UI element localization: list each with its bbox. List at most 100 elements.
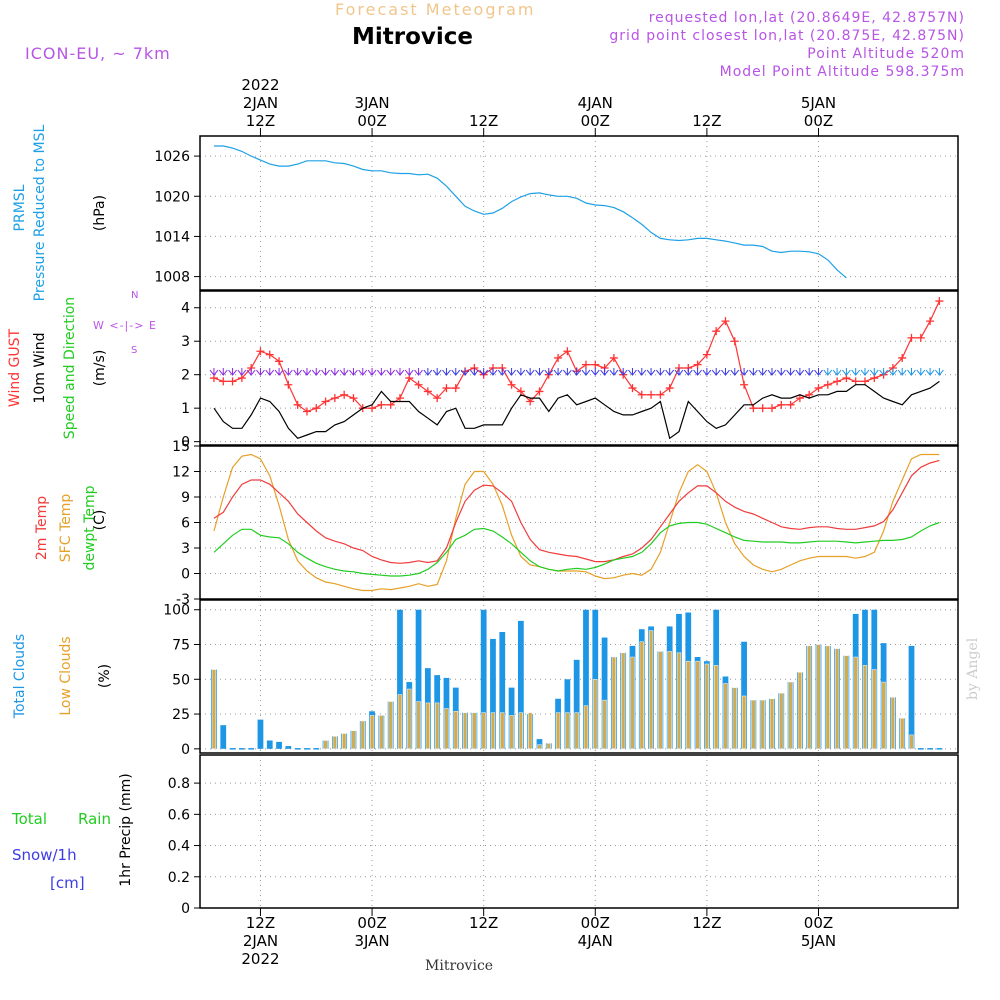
gust-marker — [786, 400, 795, 409]
low-cloud-bar — [648, 630, 654, 750]
panel-frame-pressure — [199, 135, 959, 291]
gust-marker — [302, 407, 311, 416]
gust-marker — [321, 397, 330, 406]
y-tick-label: 0 — [181, 435, 190, 451]
total-cloud-bar — [220, 725, 227, 749]
wind-direction-arrow — [618, 368, 628, 376]
wind-direction-arrow — [451, 368, 461, 376]
gust-marker — [758, 404, 767, 413]
y-tick-label: 6 — [181, 516, 190, 532]
low-cloud-bar — [593, 679, 598, 750]
total-cloud-bar — [397, 609, 403, 749]
total-cloud-bar — [285, 746, 292, 749]
low-cloud-bar — [732, 687, 737, 750]
y-tick-label: 1020 — [154, 189, 190, 205]
total-cloud-bar — [601, 637, 608, 749]
gust-marker — [526, 397, 535, 406]
pressure-line — [214, 145, 847, 279]
gust-marker — [275, 357, 284, 366]
x-tick-label-top: 3JAN — [354, 94, 389, 112]
precip-cm-label: [cm] — [50, 874, 85, 892]
gust-marker — [749, 404, 758, 413]
wind-direction-arrow — [321, 368, 330, 376]
low-cloud-bar — [211, 669, 217, 750]
y-tick-label: 9 — [181, 490, 190, 506]
gust-marker — [628, 384, 637, 393]
low-cloud-bar — [807, 645, 812, 750]
wind-direction-arrow — [218, 368, 228, 376]
low-cloud-bar — [853, 656, 858, 750]
total-cloud-bar — [415, 609, 422, 749]
total-cloud-bar — [741, 641, 747, 749]
gust-marker — [535, 387, 544, 396]
wind-direction-arrow — [330, 368, 340, 376]
wind-direction-arrow — [544, 368, 554, 376]
chart-title: Mitrovice — [352, 24, 474, 50]
low-cloud-bar — [574, 712, 579, 750]
gust-marker — [423, 387, 432, 396]
wind-direction-arrow — [404, 368, 414, 376]
wind-direction-arrow — [851, 368, 861, 376]
y-tick-label: 50 — [172, 672, 190, 688]
wind-direction-arrow — [888, 368, 898, 376]
x-tick-label-top: 4JAN — [578, 94, 613, 112]
low-cloud-bar — [760, 699, 765, 750]
wind-direction-arrow — [246, 368, 256, 376]
low-cloud-bar — [472, 712, 477, 750]
low-cloud-bar — [704, 663, 710, 750]
low-cloud-bar — [528, 712, 533, 750]
low-cloud-bar — [546, 743, 551, 750]
y-tick-label: -3 — [176, 592, 190, 608]
wind-direction-arrow — [507, 368, 516, 376]
low-cloud-bar — [602, 699, 607, 750]
low-cloud-bar — [639, 641, 644, 750]
low-cloud-bar — [388, 701, 393, 750]
wind-direction-arrow — [256, 368, 265, 376]
wind-direction-arrow — [590, 368, 600, 376]
y-tick-label: 3 — [181, 334, 190, 350]
gust-marker — [395, 394, 404, 403]
x-tick-label-bottom: 12Z — [469, 914, 498, 932]
gust-marker — [777, 400, 786, 409]
dewpt-line — [213, 521, 940, 577]
wind-direction-arrow — [860, 368, 870, 376]
wind-direction-arrow — [274, 368, 284, 376]
panel-frame-temp — [199, 445, 959, 600]
low-cloud-bar — [844, 655, 849, 750]
wind-direction-arrow — [730, 368, 740, 376]
low-cloud-bar — [751, 699, 756, 750]
gust-marker — [637, 390, 646, 399]
low-cloud-bar — [397, 694, 403, 750]
low-cloud-bar — [611, 656, 617, 750]
low-cloud-bar — [890, 697, 896, 750]
low-cloud-bar — [323, 740, 328, 750]
wind-direction-arrow — [339, 368, 349, 376]
gust-marker — [591, 360, 600, 369]
wind-direction-arrow — [683, 368, 693, 376]
gust-marker — [219, 377, 228, 386]
gust-marker — [368, 404, 377, 413]
gust-marker — [442, 384, 451, 393]
wind-direction-arrow — [814, 368, 823, 376]
low-cloud-bar — [881, 681, 886, 750]
low-cloud-bar — [342, 733, 347, 750]
low-cloud-bar — [583, 705, 589, 750]
low-cloud-bar — [360, 720, 365, 750]
gust-marker — [507, 380, 516, 389]
total-cloud-bar — [490, 638, 496, 749]
y-tick-label: 0 — [181, 567, 190, 583]
wind-direction-arrow — [795, 368, 805, 376]
sfc-temp-line — [213, 453, 940, 592]
low-cloud-bar — [695, 660, 700, 750]
gust-marker — [693, 360, 702, 369]
wind-direction-arrow — [265, 368, 275, 376]
wind-direction-arrow — [609, 368, 619, 376]
footer-location: Mitrovice — [425, 958, 494, 974]
precip-total-label: Total — [12, 810, 48, 828]
y-tick-label: 0.2 — [168, 870, 190, 886]
gust-marker — [805, 390, 814, 399]
wind-direction-arrow — [674, 368, 684, 376]
wind-direction-arrow — [553, 368, 563, 376]
wind-direction-arrow — [525, 368, 535, 376]
low-cloud-bar — [444, 708, 449, 750]
